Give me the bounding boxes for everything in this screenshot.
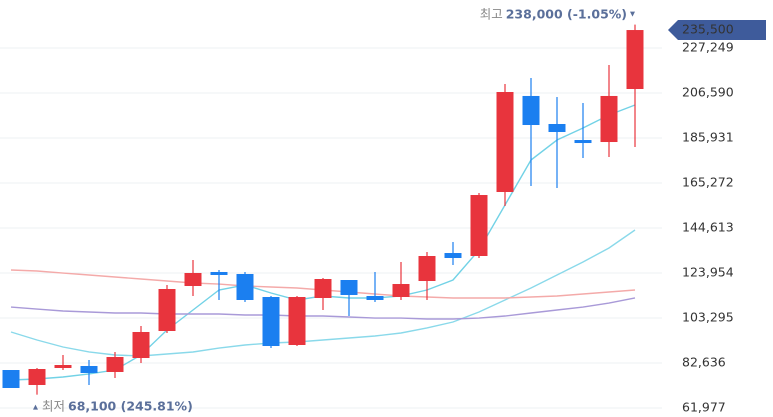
low-text: 68,100 (245.81%): [68, 398, 193, 413]
candle: [626, 24, 644, 148]
candle-body: [210, 271, 228, 275]
candle: [288, 295, 306, 347]
y-tick-label: 227,249: [682, 40, 734, 55]
candle-body: [626, 30, 644, 90]
candle: [470, 193, 488, 259]
candle: [158, 284, 176, 333]
candle: [340, 280, 358, 317]
candle: [548, 97, 566, 188]
candle: [54, 354, 72, 371]
candle: [80, 360, 98, 385]
y-tick-label: 82,636: [682, 355, 726, 370]
candle: [496, 83, 514, 207]
moving-average-line: [10, 297, 636, 320]
candle-body: [184, 272, 202, 286]
candle: [210, 270, 228, 300]
candle: [236, 271, 254, 302]
candle: [418, 252, 436, 300]
candle-body: [522, 95, 540, 126]
candle-body: [54, 364, 72, 369]
y-tick-label: 123,954: [682, 265, 734, 280]
candle-body: [574, 140, 592, 144]
candle-body: [236, 273, 254, 300]
candle-body: [106, 357, 124, 372]
price-tag-bg: [668, 20, 766, 41]
high-label: 최고: [480, 6, 503, 21]
moving-average-line: [10, 104, 636, 381]
candle-body: [288, 296, 306, 346]
candle: [600, 64, 618, 158]
low-label: 최저: [42, 398, 65, 413]
candle: [262, 295, 280, 349]
candle: [366, 271, 384, 302]
candle-body: [496, 92, 514, 193]
candle: [106, 351, 124, 378]
low-annotation: 최저 68,100 (245.81%): [42, 398, 193, 413]
candle: [132, 326, 150, 363]
high-text: 238,000 (-1.05%): [506, 6, 627, 21]
candle-body: [366, 295, 384, 300]
y-tick-label: 185,931: [682, 130, 734, 145]
y-tick-label: 103,295: [682, 310, 734, 325]
y-tick-label: 165,272: [682, 175, 734, 190]
y-tick-label: 206,590: [682, 85, 734, 100]
candle-body: [470, 195, 488, 257]
candle: [184, 259, 202, 296]
candle-body: [158, 288, 176, 331]
candle-body: [548, 124, 566, 132]
high-arrow: [630, 11, 635, 17]
candle-body: [418, 256, 436, 282]
candle-body: [314, 279, 332, 298]
low-arrow: [33, 404, 38, 410]
candle-body: [444, 253, 462, 259]
candle: [28, 368, 46, 395]
candle-body: [28, 369, 46, 385]
candle: [314, 278, 332, 310]
candle-body: [2, 370, 20, 388]
y-tick-label: 144,613: [682, 220, 734, 235]
price-tag-label: 235,500: [682, 22, 734, 37]
candle: [392, 261, 410, 300]
candle-body: [340, 280, 358, 295]
high-annotation: 최고 238,000 (-1.05%): [480, 6, 627, 21]
candle: [574, 103, 592, 159]
candle-body: [262, 296, 280, 347]
candle: [2, 370, 20, 388]
candle: [522, 78, 540, 186]
y-tick-label: 61,977: [682, 399, 726, 414]
candle: [444, 242, 462, 265]
candle-body: [132, 331, 150, 359]
candle-body: [392, 284, 410, 297]
candle-body: [600, 95, 618, 143]
candle-body: [80, 365, 98, 373]
